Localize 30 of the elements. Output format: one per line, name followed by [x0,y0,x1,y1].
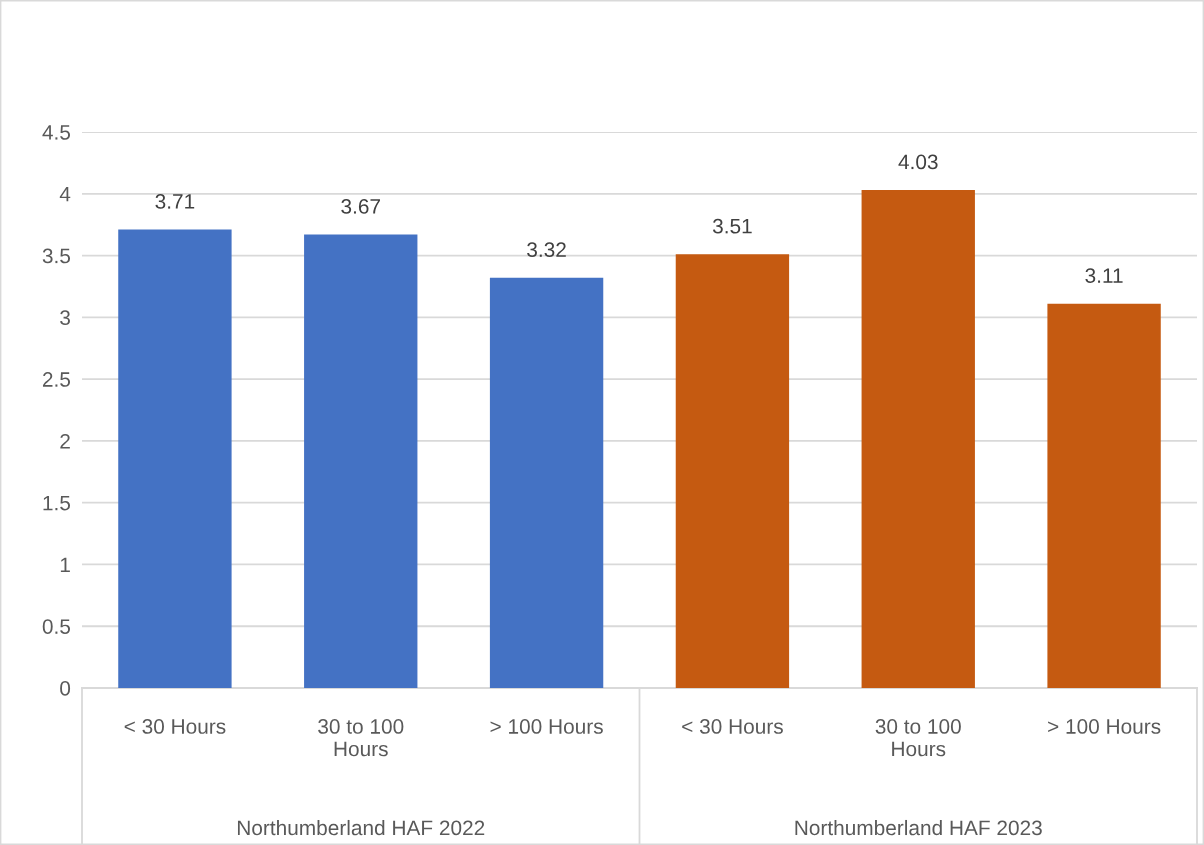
y-tick-label: 4 [59,186,71,202]
y-tick-label: 0 [60,681,71,696]
text: Northumberland HAF 2023 [795,819,1042,836]
data-label: 3.71 [155,194,195,209]
data-label: 3.11 [1085,268,1123,283]
y-tick-label: 2.5 [42,372,71,387]
y-tick-label: 3 [60,310,70,326]
data-label: 3.67 [341,199,380,214]
data-label: 3.32 [527,242,566,258]
data-label: 4.03 [898,154,938,170]
y-tick-label: 1.5 [43,495,71,511]
y-tick-label: 1 [60,557,70,572]
bar [1047,303,1161,688]
bar [489,277,604,688]
bar [118,229,232,688]
x-tick-label: > 100 Hours [1048,719,1161,734]
bar [861,190,975,688]
x-tick-label: 30 to 100 Hours [318,719,404,757]
y-tick-label: 3.5 [42,248,71,264]
x-tick-label: < 30 Hours [124,719,226,734]
bar [675,254,790,688]
x-tick-label: < 30 Hours [682,719,783,734]
text: Northumberland HAF 2022 [237,819,485,836]
x-tick-label: > 100 Hours [490,719,603,734]
data-label: 3.51 [712,218,752,234]
y-tick-label: 4.5 [42,125,71,140]
x-tick-label: 30 to 100 Hours [875,719,961,757]
bar [304,234,418,688]
y-tick-label: 2 [60,433,70,449]
y-tick-label: 0.5 [42,619,71,634]
